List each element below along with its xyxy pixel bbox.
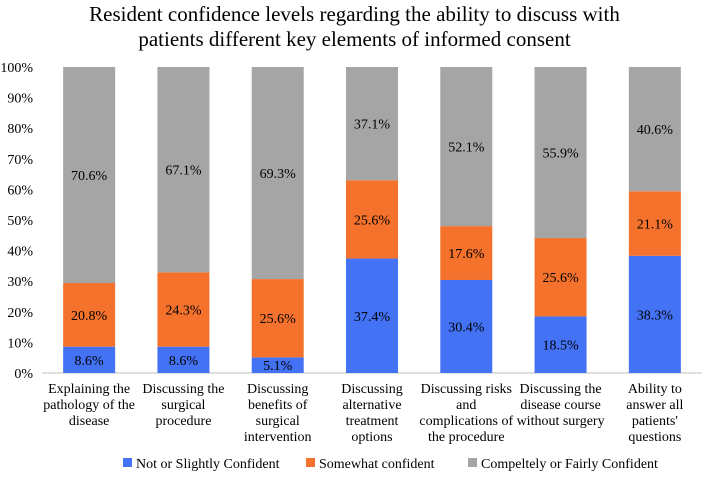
bar-segment bbox=[440, 226, 493, 280]
bar-segment bbox=[534, 238, 587, 317]
data-label: 30.4% bbox=[448, 320, 485, 335]
x-tick-label-line: surgical bbox=[256, 414, 300, 429]
data-label: 37.4% bbox=[354, 310, 391, 325]
bar-segment bbox=[628, 191, 681, 256]
legend-label: Somewhat confident bbox=[319, 457, 435, 472]
chart-title-line-2: patients different key elements of infor… bbox=[138, 27, 571, 51]
x-tick-label-line: alternative bbox=[342, 398, 401, 413]
data-label: 18.5% bbox=[542, 339, 579, 354]
bar-segment bbox=[157, 272, 210, 347]
x-tick-label: Explaining the pathology of the disease bbox=[43, 382, 135, 429]
bar-segment bbox=[346, 258, 398, 373]
bar-segment bbox=[251, 67, 304, 280]
bar-segment bbox=[63, 67, 116, 284]
x-tick-label-line: treatment bbox=[346, 414, 399, 429]
y-tick-label: 20% bbox=[7, 306, 33, 321]
x-tick-label-line: surgical bbox=[161, 398, 205, 413]
bar-segment bbox=[534, 67, 587, 239]
y-tick-label: 80% bbox=[7, 122, 33, 137]
bar-segment bbox=[628, 255, 681, 373]
y-tick-label: 90% bbox=[7, 92, 33, 107]
x-tick-label-line: pathology of the bbox=[43, 398, 135, 413]
x-tick-label: Discussing the surgical procedure bbox=[142, 382, 224, 429]
x-tick-label-line: questions bbox=[628, 430, 681, 445]
bar-segment bbox=[534, 316, 587, 373]
x-tick-label-line: disease bbox=[69, 414, 109, 429]
bar-segment bbox=[63, 346, 116, 373]
y-tick-label: 30% bbox=[7, 275, 33, 290]
x-tick-label: Discussing risks and complications of the p… bbox=[419, 382, 513, 445]
data-label: 55.9% bbox=[542, 147, 579, 162]
data-label: 8.6% bbox=[75, 354, 105, 369]
bar-segment bbox=[440, 67, 493, 227]
bar-segment bbox=[157, 67, 210, 273]
legend-swatch bbox=[468, 458, 477, 467]
y-tick-label: 10% bbox=[7, 336, 33, 351]
legend-label: Compeltely or Fairly Confident bbox=[481, 457, 658, 472]
x-tick-label: Ability to answer all patients' questions bbox=[626, 382, 683, 445]
data-label: 8.6% bbox=[169, 354, 199, 369]
x-tick-label-line: and bbox=[456, 398, 476, 413]
bar-segment bbox=[157, 346, 210, 373]
x-tick-label: Discussing the disease course without surg… bbox=[517, 382, 605, 429]
x-tick-label: Discussing benefits of surgical interventio… bbox=[244, 382, 312, 445]
x-tick-label-line: options bbox=[351, 430, 392, 445]
data-label: 20.8% bbox=[71, 309, 108, 324]
bar-segment bbox=[346, 67, 398, 181]
legend-swatch bbox=[123, 458, 132, 467]
y-tick-label: 100% bbox=[0, 61, 33, 76]
data-label: 25.6% bbox=[542, 271, 579, 286]
data-label: 67.1% bbox=[165, 164, 202, 179]
bar-segment bbox=[63, 283, 116, 347]
x-tick-label-line: Discussing the bbox=[142, 382, 224, 397]
x-tick-label-line: Ability to bbox=[628, 382, 682, 397]
data-label: 5.1% bbox=[263, 359, 293, 374]
legend-swatch bbox=[306, 458, 315, 467]
x-tick-label-line: without surgery bbox=[517, 414, 605, 429]
x-tick-label-line: procedure bbox=[155, 414, 211, 429]
x-tick-label-line: complications of bbox=[419, 414, 513, 429]
bar-segment bbox=[628, 67, 681, 192]
x-tick-label-line: answer all bbox=[626, 398, 683, 413]
x-tick-label: Discussing alternative treatment options bbox=[341, 382, 402, 445]
data-label: 21.1% bbox=[637, 218, 674, 233]
data-label: 25.6% bbox=[260, 312, 297, 327]
y-tick-label: 0% bbox=[14, 367, 33, 382]
chart-title-line-1: Resident confidence levels regarding the… bbox=[89, 2, 620, 26]
x-tick-label-line: patients' bbox=[632, 414, 678, 429]
y-tick-label: 40% bbox=[7, 245, 33, 260]
x-tick-label-line: disease course bbox=[520, 398, 600, 413]
data-label: 52.1% bbox=[448, 141, 485, 156]
bar-segment bbox=[346, 180, 398, 259]
data-label: 70.6% bbox=[71, 169, 108, 184]
data-label: 24.3% bbox=[165, 304, 202, 319]
data-label: 38.3% bbox=[637, 308, 674, 323]
x-tick-label-line: benefits of bbox=[248, 398, 308, 413]
x-tick-label-line: intervention bbox=[244, 430, 312, 445]
data-label: 25.6% bbox=[354, 213, 391, 228]
y-tick-label: 60% bbox=[7, 183, 33, 198]
legend-label: Not or Slightly Confident bbox=[136, 457, 280, 472]
data-label: 40.6% bbox=[637, 123, 674, 138]
bar-segment bbox=[251, 279, 304, 358]
data-label: 37.1% bbox=[354, 118, 391, 133]
x-tick-label-line: Explaining the bbox=[48, 382, 130, 397]
x-tick-label-line: Discussing bbox=[247, 382, 308, 397]
y-tick-label: 50% bbox=[7, 214, 33, 229]
bar-segment bbox=[251, 357, 304, 373]
data-label: 69.3% bbox=[260, 167, 297, 182]
data-label: 17.6% bbox=[448, 247, 485, 262]
x-tick-label-line: Discussing bbox=[341, 382, 402, 397]
x-tick-label-line: Discussing risks bbox=[421, 382, 512, 397]
x-tick-label-line: the procedure bbox=[428, 430, 505, 445]
chart-title: Resident confidence levels regarding the… bbox=[0, 2, 709, 52]
bar-segment bbox=[440, 279, 493, 373]
y-tick-label: 70% bbox=[7, 153, 33, 168]
x-tick-label-line: Discussing the bbox=[520, 382, 602, 397]
